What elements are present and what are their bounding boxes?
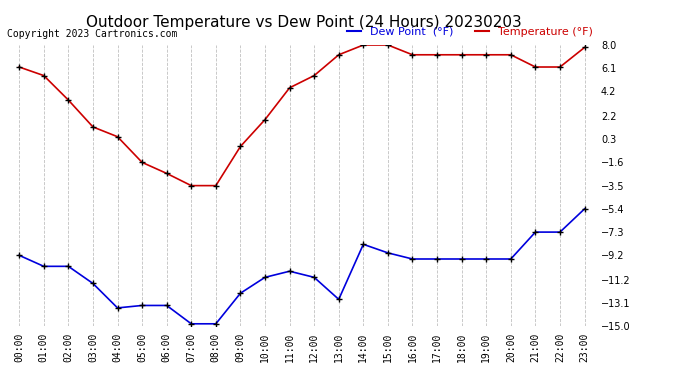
Text: Outdoor Temperature vs Dew Point (24 Hours) 20230203: Outdoor Temperature vs Dew Point (24 Hou… <box>86 15 522 30</box>
Legend: Dew Point  (°F), Temperature (°F): Dew Point (°F), Temperature (°F) <box>343 22 597 41</box>
Text: Copyright 2023 Cartronics.com: Copyright 2023 Cartronics.com <box>7 29 177 39</box>
